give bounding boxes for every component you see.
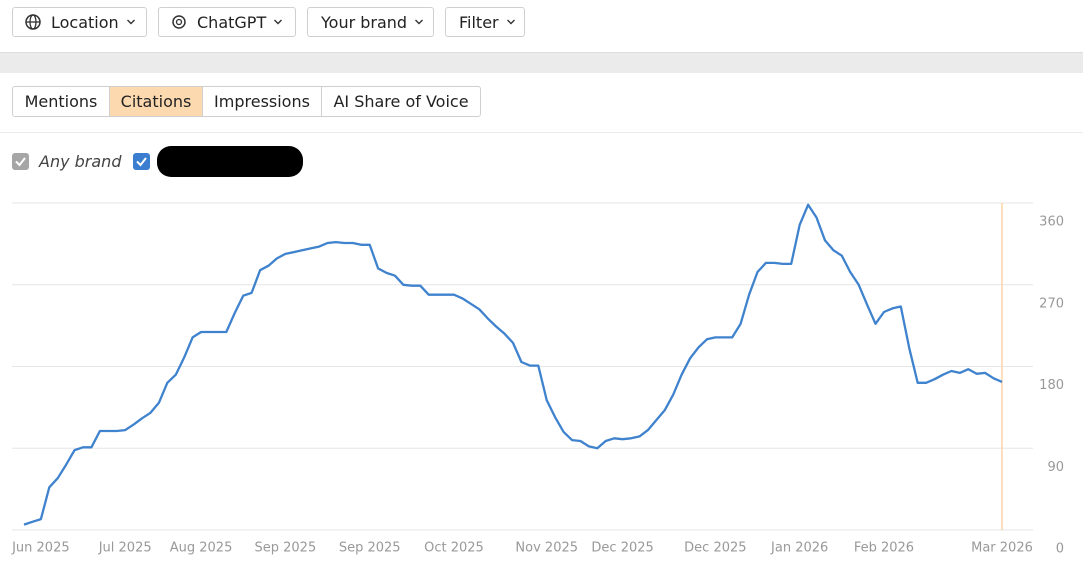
redacted-brand bbox=[157, 146, 303, 177]
x-tick-label: Sep 2025 bbox=[255, 541, 317, 556]
chevron bbox=[126, 19, 135, 25]
checkbox[interactable] bbox=[133, 153, 150, 170]
brand-label: Any brand bbox=[39, 152, 122, 171]
chevron bbox=[506, 19, 515, 25]
x-tick-label: Dec 2025 bbox=[684, 541, 746, 556]
x-tick-label: Feb 2026 bbox=[854, 541, 914, 556]
x-tick-label: Nov 2025 bbox=[515, 541, 578, 556]
x-tick-label: Oct 2025 bbox=[424, 541, 484, 556]
x-tick-label: Jul 2025 bbox=[98, 541, 152, 556]
y-tick-label: 180 bbox=[1039, 378, 1064, 393]
button-label: Filter bbox=[459, 12, 499, 32]
separator bbox=[0, 132, 1083, 133]
y-tick-label: 270 bbox=[1039, 296, 1064, 311]
y-tick-label: 360 bbox=[1039, 215, 1064, 230]
dropdown-button[interactable]: Your brand bbox=[307, 7, 434, 37]
x-tick-label: Aug 2025 bbox=[170, 541, 233, 556]
check-icon bbox=[136, 157, 147, 167]
dropdown-button[interactable]: ChatGPT bbox=[158, 7, 296, 37]
x-tick-label: Mar 2026 bbox=[971, 541, 1033, 556]
x-tick-label: Sep 2025 bbox=[339, 541, 401, 556]
chevron bbox=[415, 19, 424, 25]
button-label: Your brand bbox=[321, 12, 408, 32]
dropdown-button[interactable]: Filter bbox=[445, 7, 525, 37]
line-series bbox=[23, 203, 1003, 526]
x-tick-label: Jan 2026 bbox=[770, 541, 828, 556]
chevron bbox=[274, 19, 283, 25]
icon bbox=[172, 15, 186, 29]
y-tick-label: 90 bbox=[1047, 460, 1064, 475]
y-tick-label: 0 bbox=[1056, 542, 1064, 557]
tab[interactable]: Mentions bbox=[12, 86, 110, 117]
tab[interactable]: AI Share of Voice bbox=[321, 86, 481, 117]
checkbox[interactable] bbox=[12, 153, 29, 170]
tab[interactable]: Citations bbox=[109, 86, 203, 117]
x-tick-label: Jun 2025 bbox=[11, 541, 70, 556]
divider-band bbox=[0, 52, 1083, 73]
dropdown-button[interactable]: Location bbox=[12, 7, 147, 37]
x-tick-label: Dec 2025 bbox=[591, 541, 653, 556]
check-icon bbox=[15, 157, 26, 167]
tab[interactable]: Impressions bbox=[202, 86, 322, 117]
button-label: Location bbox=[51, 12, 119, 32]
icon bbox=[25, 14, 41, 30]
chart: 0 90 180 270 360 Jun 2025 Jul 2025 Aug 2025 Sep … bbox=[11, 202, 1064, 557]
button-label: ChatGPT bbox=[197, 12, 267, 32]
